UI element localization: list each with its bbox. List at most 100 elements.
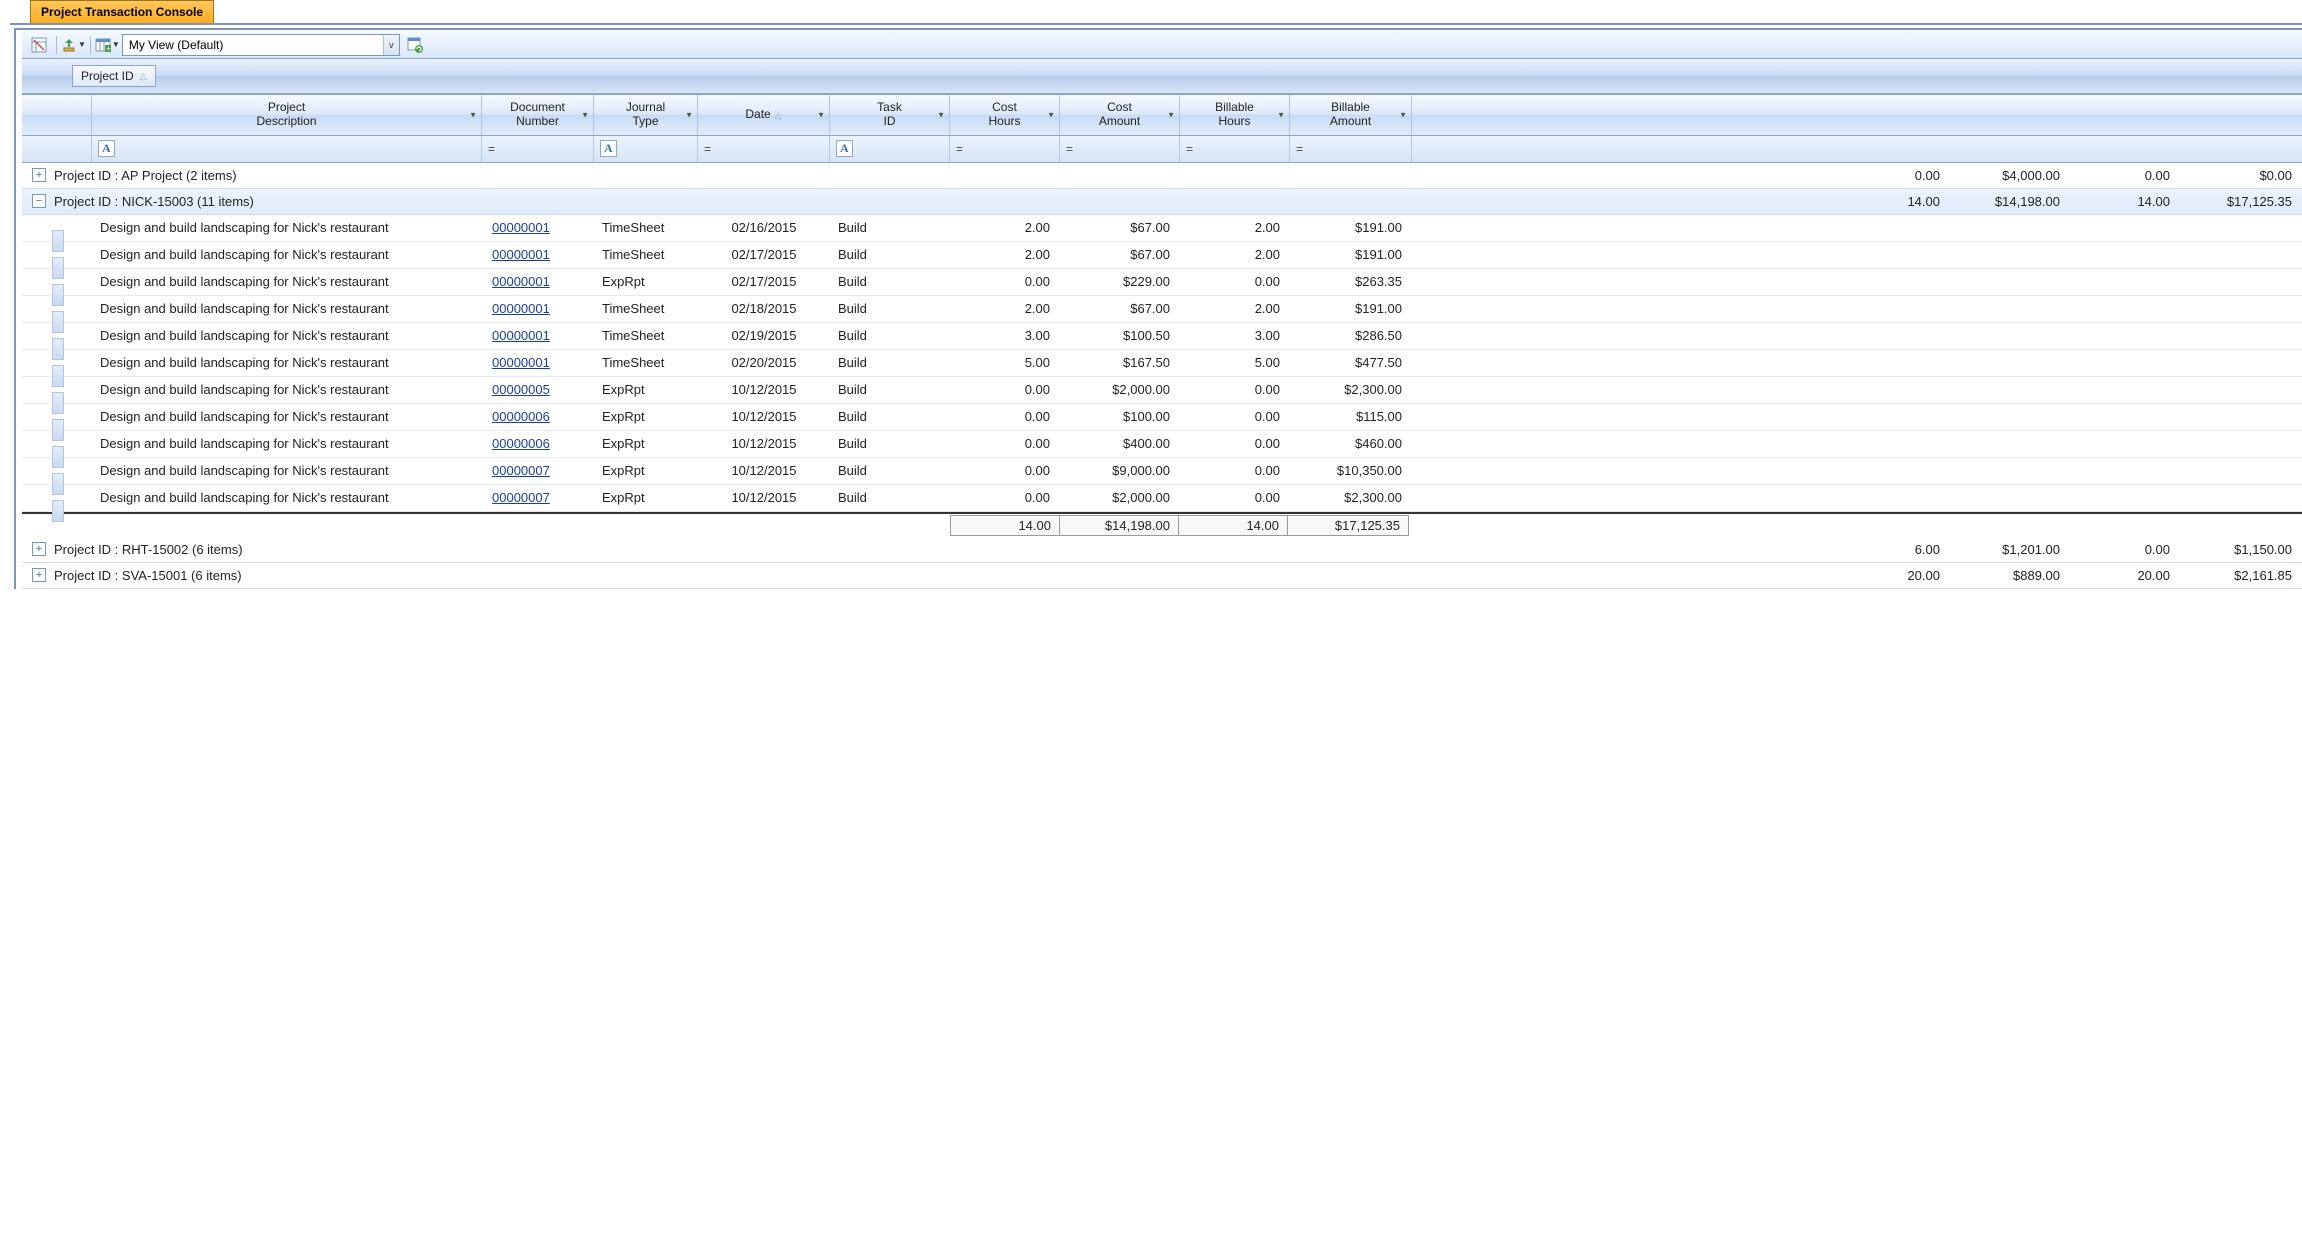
header-spacer	[22, 95, 92, 135]
document-link[interactable]: 00000007	[492, 490, 550, 505]
table-row[interactable]: Design and build landscaping for Nick's …	[22, 296, 2302, 323]
filter-billable-hours[interactable]: =	[1180, 136, 1290, 162]
header-journal-type[interactable]: Journal Type▼	[594, 95, 698, 135]
header-filter-icon[interactable]: ▼	[1047, 110, 1055, 119]
filter-cost-hours[interactable]: =	[950, 136, 1060, 162]
group-by-chip-project-id[interactable]: Project ID △	[72, 65, 156, 87]
header-billable-amount[interactable]: Billable Amount▼	[1290, 95, 1412, 135]
header-filter-icon[interactable]: ▼	[1167, 110, 1175, 119]
cell-billable-amount: $115.00	[1290, 409, 1412, 424]
document-link[interactable]: 00000001	[492, 247, 550, 262]
tab-project-transaction-console[interactable]: Project Transaction Console	[30, 0, 214, 23]
filter-billable-amount[interactable]: =	[1290, 136, 1412, 162]
view-selector-input[interactable]	[123, 38, 383, 52]
header-task-id[interactable]: Task ID▼	[830, 95, 950, 135]
cell-billable-hours: 3.00	[1180, 328, 1290, 343]
cell-project-description: Design and build landscaping for Nick's …	[92, 382, 482, 397]
table-row[interactable]: Design and build landscaping for Nick's …	[22, 458, 2302, 485]
document-link[interactable]: 00000001	[492, 355, 550, 370]
document-link[interactable]: 00000001	[492, 274, 550, 289]
group-row[interactable]: +Project ID : RHT-15002 (6 items)6.00$1,…	[22, 537, 2302, 563]
header-document-number[interactable]: Document Number▼	[482, 95, 594, 135]
filter-project-description[interactable]: A	[92, 136, 482, 162]
table-row[interactable]: Design and build landscaping for Nick's …	[22, 377, 2302, 404]
header-cost-hours[interactable]: Cost Hours▼	[950, 95, 1060, 135]
table-row[interactable]: Design and build landscaping for Nick's …	[22, 215, 2302, 242]
document-link[interactable]: 00000001	[492, 328, 550, 343]
cell-task-id: Build	[830, 463, 950, 478]
document-link[interactable]: 00000001	[492, 301, 550, 316]
header-filter-icon[interactable]: ▼	[685, 110, 693, 119]
cell-document-number: 00000005	[482, 382, 594, 397]
cell-journal-type: TimeSheet	[594, 355, 698, 370]
filter-document-number[interactable]: =	[482, 136, 594, 162]
expand-icon[interactable]: +	[32, 168, 46, 182]
document-link[interactable]: 00000006	[492, 409, 550, 424]
data-grid: Project Description▼ Document Number▼ Jo…	[22, 94, 2302, 589]
toolbar-refresh-icon[interactable]	[404, 34, 426, 56]
cell-task-id: Build	[830, 409, 950, 424]
toolbar-columns-dropdown[interactable]: + ▼	[95, 37, 120, 53]
group-billable-amount: $17,125.35	[2180, 194, 2302, 209]
view-selector-dropdown-icon[interactable]: v	[383, 35, 399, 55]
document-link[interactable]: 00000007	[492, 463, 550, 478]
table-row[interactable]: Design and build landscaping for Nick's …	[22, 242, 2302, 269]
subtotal-cost-amount: $14,198.00	[1059, 515, 1179, 536]
filter-date[interactable]: =	[698, 136, 830, 162]
group-cost-hours: 20.00	[1840, 568, 1950, 583]
cell-document-number: 00000001	[482, 301, 594, 316]
svg-text:+: +	[106, 44, 111, 53]
cell-cost-amount: $167.50	[1060, 355, 1180, 370]
toolbar-separator	[56, 36, 57, 54]
cell-journal-type: TimeSheet	[594, 220, 698, 235]
document-link[interactable]: 00000006	[492, 436, 550, 451]
table-row[interactable]: Design and build landscaping for Nick's …	[22, 350, 2302, 377]
group-row[interactable]: +Project ID : AP Project (2 items)0.00$4…	[22, 163, 2302, 189]
view-selector[interactable]: v	[122, 34, 400, 56]
table-row[interactable]: Design and build landscaping for Nick's …	[22, 431, 2302, 458]
header-filter-icon[interactable]: ▼	[817, 110, 825, 119]
document-link[interactable]: 00000005	[492, 382, 550, 397]
group-row[interactable]: +Project ID : SVA-15001 (6 items)20.00$8…	[22, 563, 2302, 589]
header-filter-icon[interactable]: ▼	[469, 110, 477, 119]
document-link[interactable]: 00000001	[492, 220, 550, 235]
data-body: +Project ID : AP Project (2 items)0.00$4…	[22, 163, 2302, 589]
tab-strip: Project Transaction Console	[30, 0, 2302, 23]
expand-icon[interactable]: +	[32, 542, 46, 556]
subtotal-billable-amount: $17,125.35	[1287, 515, 1409, 536]
filter-task-id[interactable]: A	[830, 136, 950, 162]
cell-date: 02/17/2015	[698, 274, 830, 289]
header-cost-amount[interactable]: Cost Amount▼	[1060, 95, 1180, 135]
header-filter-icon[interactable]: ▼	[1399, 110, 1407, 119]
toolbar-export-dropdown[interactable]: ▼	[61, 37, 86, 53]
table-row[interactable]: Design and build landscaping for Nick's …	[22, 323, 2302, 350]
collapse-icon[interactable]: −	[32, 194, 46, 208]
header-filter-icon[interactable]: ▼	[581, 110, 589, 119]
group-label: Project ID : NICK-15003 (11 items)	[52, 194, 1840, 209]
header-filter-icon[interactable]: ▼	[937, 110, 945, 119]
toolbar-design-icon[interactable]	[28, 34, 50, 56]
header-billable-hours[interactable]: Billable Hours▼	[1180, 95, 1290, 135]
cell-task-id: Build	[830, 355, 950, 370]
table-row[interactable]: Design and build landscaping for Nick's …	[22, 269, 2302, 296]
table-row[interactable]: Design and build landscaping for Nick's …	[22, 485, 2302, 512]
table-row[interactable]: Design and build landscaping for Nick's …	[22, 404, 2302, 431]
cell-billable-hours: 5.00	[1180, 355, 1290, 370]
cell-task-id: Build	[830, 247, 950, 262]
header-project-description[interactable]: Project Description▼	[92, 95, 482, 135]
group-row[interactable]: −Project ID : NICK-15003 (11 items)14.00…	[22, 189, 2302, 215]
filter-journal-type[interactable]: A	[594, 136, 698, 162]
cell-journal-type: ExpRpt	[594, 274, 698, 289]
cell-journal-type: TimeSheet	[594, 328, 698, 343]
cell-billable-amount: $286.50	[1290, 328, 1412, 343]
cell-billable-hours: 0.00	[1180, 382, 1290, 397]
group-by-panel[interactable]: Project ID △	[22, 59, 2302, 94]
subtotal-billable-hours: 14.00	[1178, 515, 1288, 536]
header-filter-icon[interactable]: ▼	[1277, 110, 1285, 119]
cell-date: 02/20/2015	[698, 355, 830, 370]
filter-cost-amount[interactable]: =	[1060, 136, 1180, 162]
expand-icon[interactable]: +	[32, 568, 46, 582]
header-date[interactable]: Date△▼	[698, 95, 830, 135]
cell-cost-amount: $100.00	[1060, 409, 1180, 424]
cell-billable-amount: $2,300.00	[1290, 490, 1412, 505]
